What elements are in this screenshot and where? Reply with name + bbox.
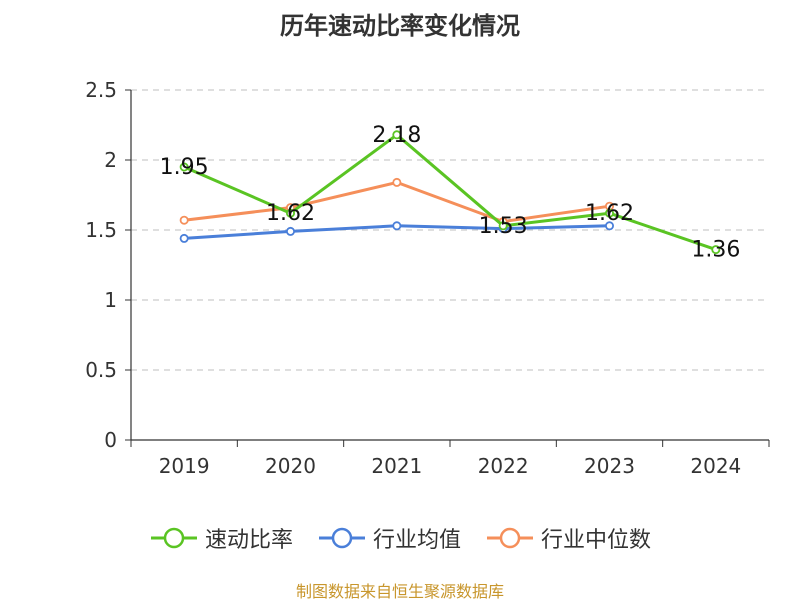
data-point <box>179 233 189 243</box>
y-tick-label: 1.5 <box>85 218 117 242</box>
legend-line-icon <box>487 527 533 549</box>
data-point <box>179 162 189 172</box>
legend-line-icon <box>318 527 365 549</box>
legend: 速动比率 行业均值 行业中位数 <box>0 520 800 556</box>
data-point <box>392 177 402 187</box>
y-tick-label: 1 <box>104 288 117 312</box>
x-tick-label: 2022 <box>478 454 529 478</box>
data-point <box>179 215 189 225</box>
data-point <box>392 130 402 140</box>
line-chart: 0 0.5 1 1.5 2 2.5 2019 2020 2021 2022 2023 2024 1.9… <box>85 78 770 478</box>
x-tick-label: 2024 <box>690 454 741 478</box>
y-tick-label: 0 <box>104 428 117 452</box>
chart-title: 历年速动比率变化情况 <box>280 12 520 40</box>
data-point <box>605 221 615 231</box>
legend-item[interactable]: 行业中位数 <box>485 522 651 554</box>
x-tick-label: 2019 <box>159 454 210 478</box>
data-label: 1.62 <box>266 201 315 226</box>
data-label: 1.62 <box>585 201 634 226</box>
legend-label: 速动比率 <box>204 528 293 553</box>
data-label: 1.36 <box>691 238 740 263</box>
series-lines <box>179 130 721 255</box>
axes: 0 0.5 1 1.5 2 2.5 2019 2020 2021 2022 2023 2024 <box>85 78 770 478</box>
y-tick-label: 0.5 <box>85 358 117 382</box>
data-point <box>392 221 402 231</box>
data-point <box>498 221 508 231</box>
legend-label: 行业中位数 <box>541 528 652 553</box>
legend-item[interactable]: 速动比率 <box>149 522 293 554</box>
data-labels: 1.95 1.62 2.18 1.53 1.62 1.36 <box>160 123 741 263</box>
data-point <box>605 208 615 218</box>
legend-line-icon <box>150 527 197 549</box>
series-line-0 <box>183 133 717 252</box>
data-label: 1.53 <box>479 214 528 239</box>
y-tick-label: 2.5 <box>85 78 117 102</box>
legend-label: 行业均值 <box>372 528 461 553</box>
series-line-2 <box>183 180 610 224</box>
y-tick-label: 2 <box>104 148 117 172</box>
data-point <box>285 226 295 236</box>
x-tick-label: 2021 <box>371 454 422 478</box>
data-label: 1.95 <box>160 155 209 180</box>
x-tick-label: 2023 <box>584 454 635 478</box>
source-note: 制图数据来自恒生聚源数据库 <box>295 582 504 601</box>
data-point <box>711 245 721 255</box>
data-point <box>285 208 295 218</box>
data-label: 2.18 <box>372 123 421 148</box>
grid-lines <box>131 89 769 371</box>
x-tick-label: 2020 <box>265 454 316 478</box>
legend-item[interactable]: 行业均值 <box>317 522 461 554</box>
